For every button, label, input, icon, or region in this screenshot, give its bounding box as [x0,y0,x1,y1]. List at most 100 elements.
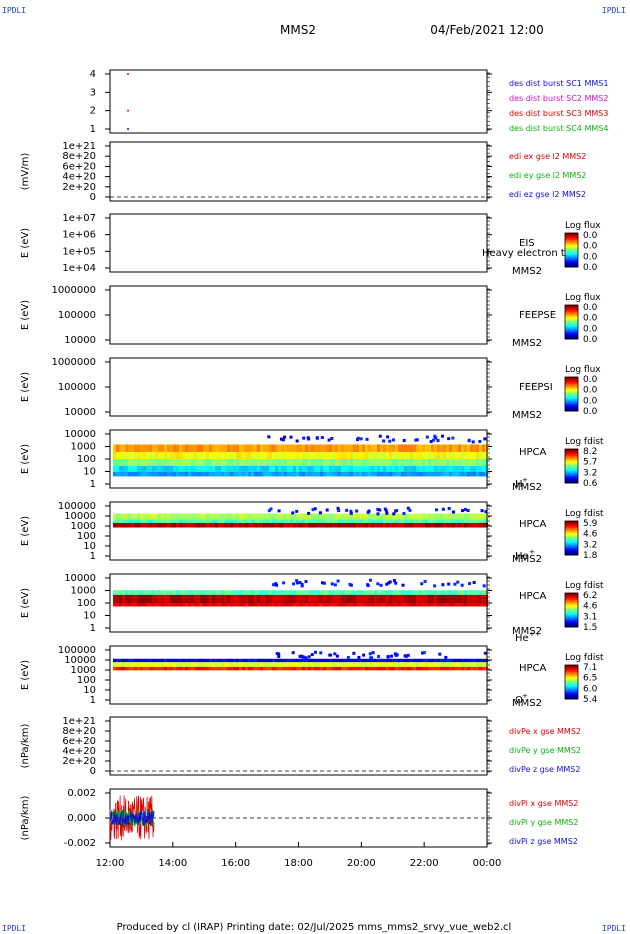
spectrogram-cell [441,507,445,511]
spectrogram-cell [119,590,122,595]
spectrogram-cell [140,471,143,477]
spectrogram-cell [326,459,329,466]
spectrogram-cell [446,662,449,667]
burst-point [127,109,129,112]
spectrogram-cell [191,465,194,472]
spectrogram-cell [467,438,471,442]
spectrogram-cell [329,658,332,663]
spectrogram-cell [344,666,347,671]
spectrogram-cell [227,444,230,453]
colorbar-cell [565,665,578,668]
spectrogram-cell [221,444,224,453]
spectrogram-cell [341,522,344,528]
spectrogram-cell [218,444,221,453]
spectrogram-cell [365,459,368,466]
spectrogram-cell [384,509,388,513]
spectrogram-cell [173,590,176,595]
colorbar-cell [565,335,578,338]
colorbar-cell [565,388,578,392]
spectrogram-cell [116,590,119,595]
mission-title: MMS2 [280,23,316,37]
spectrogram-cell [359,465,362,472]
spectrogram-cell [170,465,173,472]
spectrogram-cell [467,513,470,520]
spectrogram-cell [455,594,458,603]
spectrogram-cell [389,590,392,595]
spectrogram-cell [287,658,290,663]
colorbar-cell [565,673,578,676]
spectrogram-cell [446,603,449,607]
spectrogram-cell [188,459,191,466]
spectrogram-cell [471,440,475,444]
spectrogram-cell [468,582,472,586]
spectrogram-cell [320,603,323,607]
spectrogram-cell [146,662,149,667]
y-tick-label: 1 [90,551,96,562]
spectrogram-cell [356,459,359,466]
spectrogram-cell [200,444,203,453]
spectrogram-cell [290,658,293,663]
spectrogram-cell [281,459,284,466]
colorbar-cell [565,549,578,553]
spectrogram-cell [344,513,347,520]
spectrogram-cell [155,522,158,528]
spectrogram-cell [401,444,404,453]
spectrogram-cell [344,519,347,523]
spectrogram-cell [472,580,476,584]
spectrogram-cell [437,590,440,595]
spectrogram-cell [263,666,266,671]
colorbar-cell [565,332,578,335]
spectrogram-cell [466,508,470,512]
spectrogram-cell [377,519,380,523]
spectrogram-cell [125,513,128,520]
spectrogram-cell [116,522,119,528]
spectrogram-cell [311,508,315,512]
legend-entry: des dist burst SC3 MMS3 [509,109,608,118]
colorbar-cell [565,476,578,479]
spectrogram-cell [113,594,116,603]
spectrogram-cell [176,519,179,523]
spectrogram-cell [338,513,341,520]
spectrogram-cell [263,658,266,663]
spectrogram-cell [313,650,317,654]
spectrogram-cell [350,465,353,472]
spectrogram-cell [140,459,143,466]
spectrogram-cell [277,655,281,659]
spectrogram-cell [224,603,227,607]
spectrogram-cell [221,662,224,667]
spectrogram-cell [356,658,359,663]
spectrogram-cell [377,658,380,663]
spectrogram-cell [182,513,185,520]
spectrogram-cell [440,434,444,438]
spectrogram-cell [239,603,242,607]
spectrogram-cell [257,658,260,663]
spectrogram-cell [398,594,401,603]
legend-entry: divPi x gse MMS2 [509,799,578,808]
spectrogram-cell [245,519,248,523]
spectrogram-cell [140,666,143,671]
spectrogram-cell [470,603,473,607]
spectrogram-cell [401,658,404,663]
spectrogram-cell [464,452,467,459]
spectrogram-cell [221,590,224,595]
spectrogram-cell [335,658,338,663]
colorbar-cell [565,682,578,685]
spectrogram-cell [308,594,311,603]
spectrogram-cell [254,444,257,453]
spectrogram-cell [140,603,143,607]
species-label: He [515,551,529,562]
spectrogram-cell [125,594,128,603]
spectrogram-cell [476,459,479,466]
spectrogram-cell [378,508,382,512]
spectrogram-cell [215,662,218,667]
spectrogram-cell [248,444,251,453]
spectrogram-cell [143,519,146,523]
spectrogram-cell [404,603,407,607]
spectrogram-cell [311,459,314,466]
spectrogram-cell [449,590,452,595]
spectrogram-cell [386,465,389,472]
spectrogram-cell [289,435,293,439]
spectrogram-cell [389,658,392,663]
date-title: 04/Feb/2021 12:00 [430,23,544,37]
spectrogram-cell [269,459,272,466]
